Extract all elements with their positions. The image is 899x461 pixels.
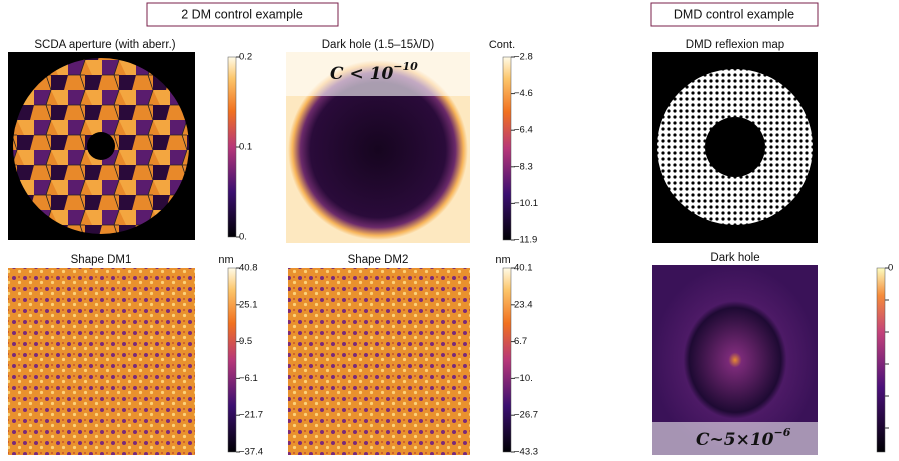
dark-hole-image [286,52,470,243]
colorbar [502,267,512,453]
colorbar-label: nm [495,254,510,266]
panel-title: DMD reflexion map [686,39,784,51]
header: DMD control example [674,7,794,21]
annotation-exponent: −6 [774,426,791,439]
dm1-image [8,268,195,455]
dm2-image [288,268,470,455]
colorbar [227,267,237,453]
colorbar-tick-label: 9.5 [239,336,252,347]
colorbar-label: nm [218,254,233,266]
colorbar-tick-label: 0.1 [239,142,252,153]
annotation-exponent: −10 [393,60,418,73]
right-colorbar-ticks [885,299,889,429]
panel-title: Shape DM1 [71,254,132,266]
panel-title: Dark hole [710,252,759,264]
panel-title: Dark hole (1.5–15λ/D) [322,39,435,51]
annotation: C~5×10−6 [696,426,791,450]
colorbar-tick-label: −37.4 [239,447,263,458]
header: 2 DM control example [181,7,303,21]
annotation-base: C < 10 [330,64,393,84]
colorbar-tick-label: 40.1 [514,263,533,274]
annotation: C < 10−10 [330,60,418,84]
panel-title: SCDA aperture (with aberr.) [34,39,175,51]
aperture-image [8,52,195,240]
colorbar-tick-label: −4.6 [514,88,533,99]
colorbar-tick-label: 23.4 [514,299,533,310]
colorbar [876,267,886,453]
dmd-map-image [652,52,818,243]
colorbar-tick-label: 40.8 [239,263,258,274]
colorbar-tick-label: −10.1 [514,198,538,209]
colorbar-tick-label: −11.9 [514,235,537,246]
annotation-base: C~5×10 [696,430,774,450]
colorbar-tick-label: 0. [239,232,247,243]
header-box [650,2,819,27]
colorbar-tick-label: −43.3 [514,447,538,458]
panel-title: Shape DM2 [348,254,409,266]
colorbar-tick-label: 6.7 [514,336,527,347]
colorbar-tick-label: −2.8 [514,52,533,63]
colorbar-tick-label: 0 [888,263,893,274]
colorbar-tick-label: −6.1 [239,373,258,384]
colorbar-tick-label: 25.1 [239,299,258,310]
colorbar-tick-label: −8.3 [514,161,533,172]
colorbar-tick-label: 0.2 [239,52,252,63]
colorbar-tick-label: −6.4 [514,125,533,136]
colorbar-label: Cont. [489,39,515,51]
colorbar-tick-label: −26.7 [514,410,538,421]
colorbar [502,56,512,241]
colorbar [227,56,237,238]
colorbar-tick-label: −10. [514,373,533,384]
header-box [146,2,339,27]
dmd-dark-hole-image [652,265,818,455]
colorbar-tick-label: −21.7 [239,410,263,421]
